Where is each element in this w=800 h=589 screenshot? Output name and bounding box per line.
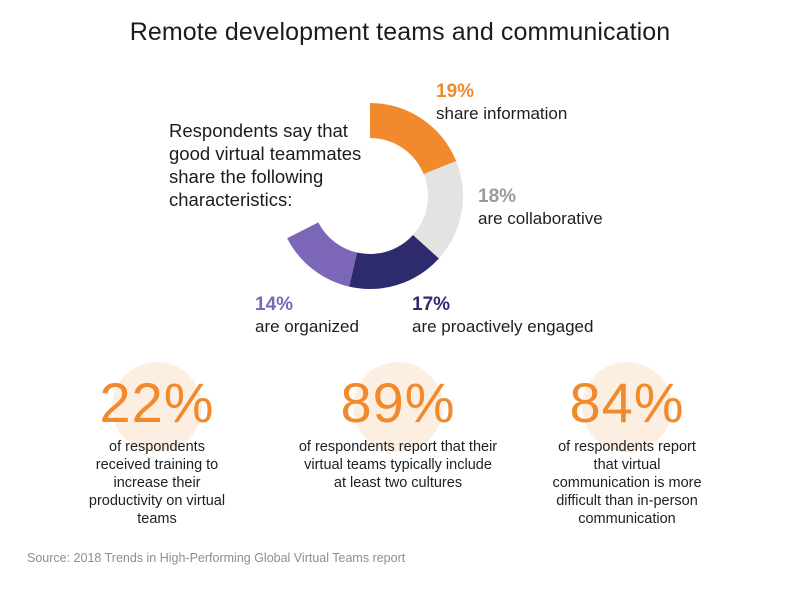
donut-segment-are-proactively-engaged bbox=[349, 234, 439, 289]
segment-text: are proactively engaged bbox=[412, 317, 594, 336]
stat-description: of respondents received training to incr… bbox=[88, 439, 226, 527]
segment-text: share information bbox=[436, 104, 568, 123]
segment-label-share-information: 19% share information bbox=[436, 81, 567, 125]
stat-block-communication: 84% of respondents report that virtual c… bbox=[512, 362, 742, 528]
stat-value: 89% bbox=[340, 371, 456, 434]
segment-label-organized: 14% are organized bbox=[255, 294, 359, 338]
stat-description: of respondents report that their virtual… bbox=[298, 439, 498, 491]
donut-segment-are-collaborative bbox=[412, 161, 463, 259]
segment-label-proactively-engaged: 17% are proactively engaged bbox=[412, 294, 593, 338]
stat-highlight-circle bbox=[582, 362, 672, 452]
stat-highlight-circle bbox=[353, 362, 443, 452]
stat-highlight-circle bbox=[112, 362, 202, 452]
donut-segment-are-organized bbox=[287, 222, 357, 287]
segment-percent: 18% bbox=[478, 186, 517, 207]
page-title: Remote development teams and communicati… bbox=[129, 18, 671, 46]
intro-text: Respondents say that good virtual teamma… bbox=[169, 120, 362, 210]
stat-value: 22% bbox=[99, 371, 215, 434]
segment-label-collaborative: 18% are collaborative bbox=[478, 186, 603, 230]
segment-percent: 14% bbox=[255, 294, 294, 315]
segment-text: are collaborative bbox=[478, 209, 603, 228]
stat-description: of respondents report that virtual commu… bbox=[552, 439, 702, 527]
segment-text: are organized bbox=[255, 317, 359, 336]
stat-block-cultures: 89% of respondents report that their vir… bbox=[283, 362, 513, 492]
stat-block-training: 22% of respondents received training to … bbox=[42, 362, 272, 528]
source-note: Source: 2018 Trends in High-Performing G… bbox=[27, 551, 406, 565]
stat-value: 84% bbox=[569, 371, 685, 434]
donut-segment-share-information bbox=[370, 103, 457, 175]
segment-percent: 17% bbox=[412, 294, 451, 315]
segment-percent: 19% bbox=[436, 81, 475, 102]
